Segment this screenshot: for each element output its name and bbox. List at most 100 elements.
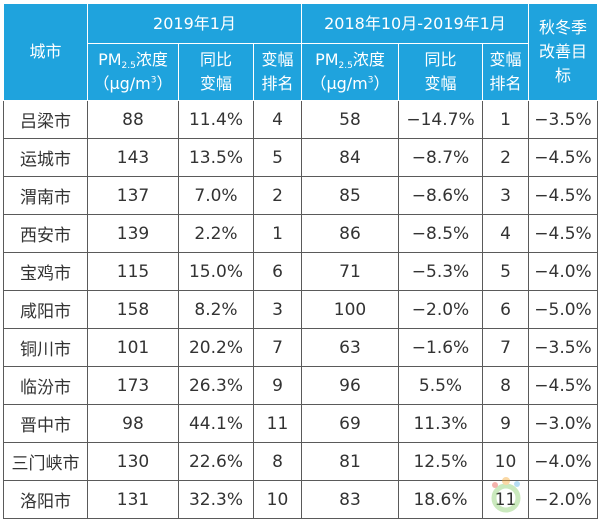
cell-yoy2: −1.6% [398,328,483,367]
table-row: 宝鸡市 115 15.0% 6 71 −5.3% 5 −4.0% [3,252,598,291]
cell-yoy1: 20.2% [178,328,254,367]
table-row: 铜川市 101 20.2% 7 63 −1.6% 7 −3.5% [3,328,598,367]
cell-pm1: 139 [87,214,179,253]
cell-yoy1: 22.6% [178,442,254,481]
cell-rank2: 7 [482,328,529,367]
cell-city: 晋中市 [3,404,88,443]
table-row: 吕梁市 88 11.4% 4 58 −14.7% 1 −3.5% [3,100,598,139]
cell-rank2: 5 [482,252,529,291]
cell-yoy1: 15.0% [178,252,254,291]
cell-city: 咸阳市 [3,290,88,329]
cell-pm2: 100 [301,290,399,329]
cell-rank1: 4 [253,100,302,139]
cell-target: −4.0% [528,442,598,481]
cell-target: −3.5% [528,328,598,367]
cell-target: −4.5% [528,214,598,253]
cell-city: 吕梁市 [3,100,88,139]
cell-city: 运城市 [3,138,88,177]
cell-rank2: 4 [482,214,529,253]
header-group-period: 2018年10月-2019年1月 [301,3,529,44]
cell-yoy1: 2.2% [178,214,254,253]
cell-city: 临汾市 [3,366,88,405]
header-yoy2: 同比变幅 [398,43,483,101]
cell-pm1: 98 [87,404,179,443]
cell-rank1: 2 [253,176,302,215]
cell-rank2: 3 [482,176,529,215]
cell-target: −3.5% [528,100,598,139]
cell-city: 宝鸡市 [3,252,88,291]
cell-target: −4.5% [528,366,598,405]
header-pm1: PM2.5浓度 （μg/m3） [87,43,179,101]
cell-rank1: 7 [253,328,302,367]
cell-pm2: 84 [301,138,399,177]
cell-pm2: 63 [301,328,399,367]
cell-target: −4.5% [528,176,598,215]
header-rank2: 变幅排名 [482,43,529,101]
cell-yoy2: −5.3% [398,252,483,291]
cell-yoy1: 44.1% [178,404,254,443]
cell-pm1: 137 [87,176,179,215]
table-row: 西安市 139 2.2% 1 86 −8.5% 4 −4.5% [3,214,598,253]
cell-pm1: 143 [87,138,179,177]
cell-pm2: 83 [301,480,399,519]
cell-yoy2: −8.5% [398,214,483,253]
table-row: 晋中市 98 44.1% 11 69 11.3% 9 −3.0% [3,404,598,443]
cell-city: 西安市 [3,214,88,253]
cell-target: −5.0% [528,290,598,329]
pm25-table: 城市 2019年1月 2018年10月-2019年1月 秋冬季改善目标 PM2.… [3,3,598,519]
table-row: 咸阳市 158 8.2% 3 100 −2.0% 6 −5.0% [3,290,598,329]
table-row: 运城市 143 13.5% 5 84 −8.7% 2 −4.5% [3,138,598,177]
header-target: 秋冬季改善目标 [528,3,598,101]
cell-pm2: 71 [301,252,399,291]
cell-target: −4.5% [528,138,598,177]
cell-rank2: 2 [482,138,529,177]
cell-rank1: 3 [253,290,302,329]
cell-target: −2.0% [528,480,598,519]
cell-yoy2: 5.5% [398,366,483,405]
cell-target: −4.0% [528,252,598,291]
cell-rank1: 1 [253,214,302,253]
cell-city: 三门峡市 [3,442,88,481]
cell-rank1: 9 [253,366,302,405]
cell-city: 洛阳市 [3,480,88,519]
cell-pm1: 130 [87,442,179,481]
table-row: 洛阳市 131 32.3% 10 83 18.6% 11 −2.0% [3,480,598,519]
cell-yoy1: 13.5% [178,138,254,177]
cell-pm2: 69 [301,404,399,443]
cell-yoy1: 32.3% [178,480,254,519]
cell-yoy1: 7.0% [178,176,254,215]
cell-pm1: 158 [87,290,179,329]
table-row: 渭南市 137 7.0% 2 85 −8.6% 3 −4.5% [3,176,598,215]
cell-yoy2: −8.7% [398,138,483,177]
cell-rank1: 10 [253,480,302,519]
header-city: 城市 [3,3,88,101]
cell-pm2: 86 [301,214,399,253]
cell-yoy2: 18.6% [398,480,483,519]
cell-yoy1: 8.2% [178,290,254,329]
cell-rank2: 8 [482,366,529,405]
header-group-2019-jan: 2019年1月 [87,3,302,44]
cell-rank2: 10 [482,442,529,481]
cell-yoy2: 11.3% [398,404,483,443]
header-pm2: PM2.5浓度 （μg/m3） [301,43,399,101]
table-row: 三门峡市 130 22.6% 8 81 12.5% 10 −4.0% [3,442,598,481]
cell-pm1: 88 [87,100,179,139]
cell-target: −3.0% [528,404,598,443]
cell-yoy2: −14.7% [398,100,483,139]
cell-city: 铜川市 [3,328,88,367]
cell-rank1: 6 [253,252,302,291]
header-yoy1: 同比变幅 [178,43,254,101]
cell-pm1: 101 [87,328,179,367]
cell-city: 渭南市 [3,176,88,215]
cell-yoy2: −2.0% [398,290,483,329]
cell-rank2: 1 [482,100,529,139]
table-row: 临汾市 173 26.3% 9 96 5.5% 8 −4.5% [3,366,598,405]
cell-rank2: 9 [482,404,529,443]
cell-pm1: 173 [87,366,179,405]
cell-pm2: 58 [301,100,399,139]
cell-pm2: 81 [301,442,399,481]
cell-pm2: 96 [301,366,399,405]
cell-yoy2: −8.6% [398,176,483,215]
cell-rank1: 5 [253,138,302,177]
cell-rank2: 6 [482,290,529,329]
